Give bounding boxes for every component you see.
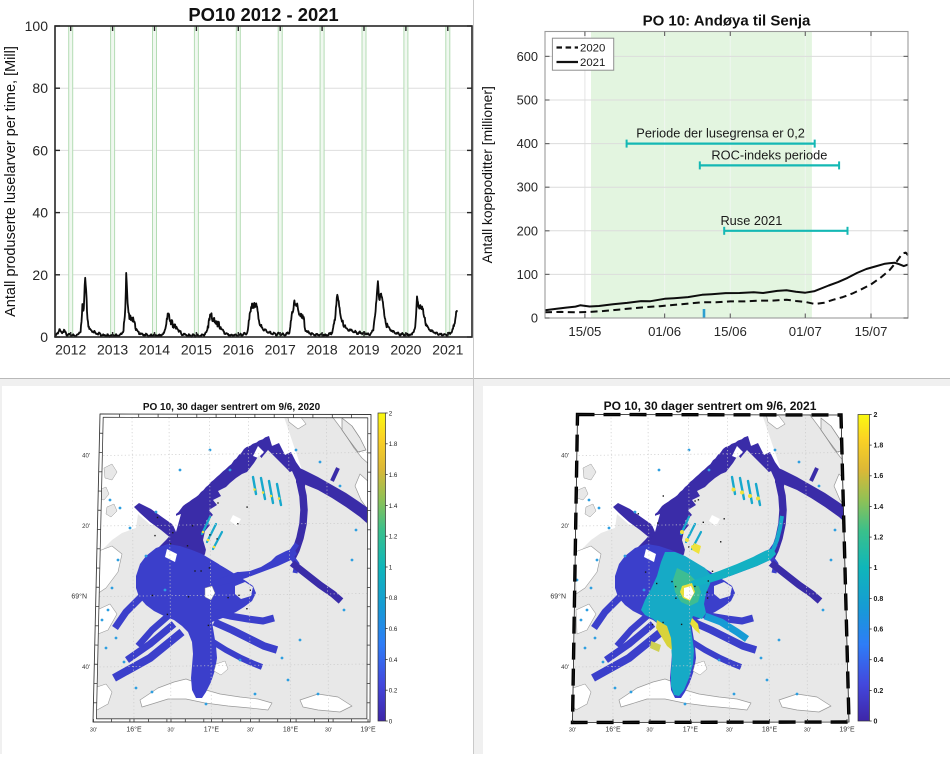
- svg-text:1.4: 1.4: [874, 504, 884, 511]
- svg-text:2: 2: [874, 412, 878, 419]
- svg-text:17°E: 17°E: [204, 726, 220, 734]
- svg-text:40': 40': [82, 665, 90, 671]
- svg-text:2: 2: [389, 410, 393, 417]
- svg-text:19°E: 19°E: [360, 726, 376, 734]
- svg-text:30': 30': [726, 728, 733, 734]
- svg-text:17°E: 17°E: [683, 726, 699, 734]
- svg-text:0.8: 0.8: [389, 595, 398, 602]
- svg-text:69°N: 69°N: [71, 593, 87, 601]
- svg-text:20': 20': [561, 524, 569, 530]
- svg-text:16°E: 16°E: [126, 726, 142, 734]
- svg-text:30': 30': [167, 728, 174, 734]
- svg-text:40': 40': [561, 665, 569, 671]
- svg-text:0: 0: [389, 718, 393, 725]
- svg-text:16°E: 16°E: [605, 726, 621, 734]
- svg-text:0.8: 0.8: [874, 596, 884, 603]
- svg-text:PO 10, 30 dager sentrert om 9/: PO 10, 30 dager sentrert om 9/6, 2020: [143, 402, 321, 413]
- svg-text:20': 20': [82, 524, 90, 530]
- svg-text:PO 10, 30 dager sentrert om 9/: PO 10, 30 dager sentrert om 9/6, 2021: [604, 399, 817, 413]
- svg-text:1.6: 1.6: [874, 473, 884, 480]
- svg-text:1.4: 1.4: [389, 503, 398, 510]
- svg-text:30': 30': [247, 728, 254, 734]
- svg-text:19°E: 19°E: [839, 726, 855, 734]
- svg-text:1.8: 1.8: [874, 443, 884, 450]
- svg-text:30': 30': [646, 728, 653, 734]
- svg-text:30': 30': [90, 728, 97, 734]
- svg-text:40': 40': [561, 454, 569, 460]
- svg-text:0.6: 0.6: [874, 626, 884, 633]
- svg-text:0.6: 0.6: [389, 626, 398, 633]
- svg-text:0.2: 0.2: [874, 688, 884, 695]
- svg-text:30': 30': [804, 728, 811, 734]
- svg-text:0.4: 0.4: [874, 657, 884, 664]
- svg-text:69°N: 69°N: [550, 593, 566, 601]
- svg-text:18°E: 18°E: [283, 726, 299, 734]
- svg-text:0.2: 0.2: [389, 688, 398, 695]
- svg-text:1: 1: [389, 564, 393, 571]
- svg-text:1: 1: [874, 565, 878, 572]
- svg-text:30': 30': [325, 728, 332, 734]
- svg-text:1.6: 1.6: [389, 472, 398, 479]
- svg-text:30': 30': [569, 728, 576, 734]
- svg-text:0.4: 0.4: [389, 657, 398, 664]
- svg-text:40': 40': [82, 454, 90, 460]
- svg-text:18°E: 18°E: [762, 726, 778, 734]
- svg-text:0: 0: [874, 718, 878, 725]
- svg-text:1.8: 1.8: [389, 441, 398, 448]
- svg-text:1.2: 1.2: [874, 535, 884, 542]
- svg-text:1.2: 1.2: [389, 534, 398, 541]
